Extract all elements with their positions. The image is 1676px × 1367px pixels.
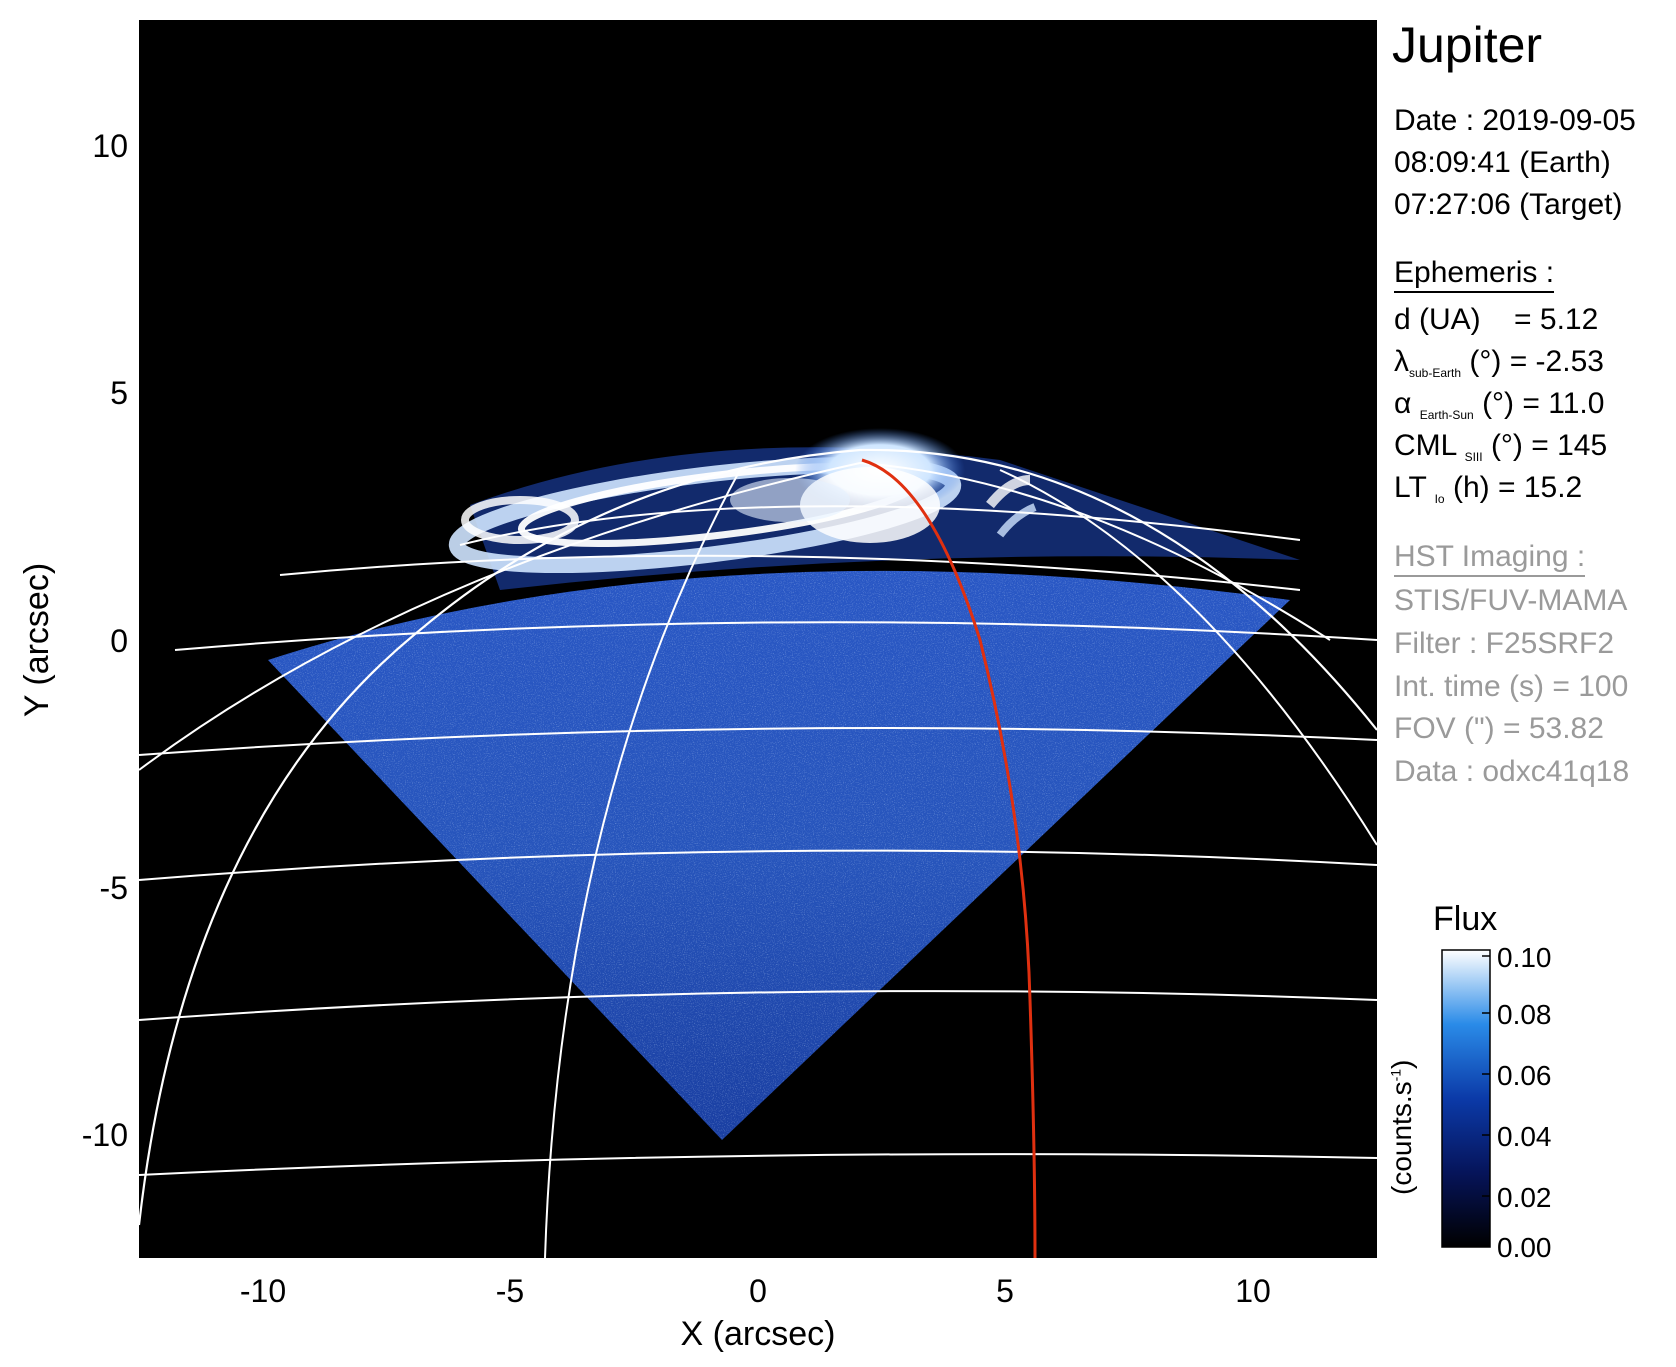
instrument-header-text: HST Imaging : xyxy=(1394,540,1586,577)
ephem-unit: (°) xyxy=(1490,429,1523,462)
x-tick-label: -10 xyxy=(240,1273,286,1309)
colorbar-tick-label: 0.00 xyxy=(1497,1232,1552,1263)
ephem-distance: d (UA) = 5.12 xyxy=(1394,303,1598,337)
x-tick-label: 5 xyxy=(996,1273,1014,1309)
colorbar-tick-labels: 0.10 0.08 0.06 0.04 0.02 0.00 xyxy=(1497,942,1552,1263)
instrument-filter: Filter : F25SRF2 xyxy=(1394,627,1615,660)
ephem-unit: (°) xyxy=(1482,387,1515,420)
ephem-subscript: Earth-Sun xyxy=(1419,408,1474,422)
ephem-lt-io: LT Io (h) = 15.2 xyxy=(1394,471,1582,506)
instrument-data-id: Data : odxc41q18 xyxy=(1394,755,1630,788)
colorbar-tick-label: 0.04 xyxy=(1497,1121,1552,1152)
colorbar-unit-text: (counts.s xyxy=(1386,1081,1417,1195)
y-tick-label: 10 xyxy=(92,128,128,164)
y-axis-label: Y (arcsec) xyxy=(18,563,56,717)
y-tick-label: 5 xyxy=(110,375,128,411)
obs-time-earth: 08:09:41 (Earth) xyxy=(1394,146,1611,179)
ephem-value: = 15.2 xyxy=(1497,471,1583,504)
obs-date: Date : 2019-09-05 xyxy=(1394,104,1636,137)
axes-ticks xyxy=(139,144,1254,1258)
ephem-unit: (h) xyxy=(1452,471,1490,504)
ephem-distance-label: d (UA) xyxy=(1394,303,1481,336)
ephem-sub-earth-lat: λsub-Earth (°) = -2.53 xyxy=(1394,345,1604,380)
obs-time-target: 07:27:06 (Target) xyxy=(1394,188,1623,221)
figure-title: Jupiter xyxy=(1392,17,1543,73)
planet-limb xyxy=(139,448,1377,1226)
ephemeris-header: Ephemeris : xyxy=(1394,256,1555,293)
colorbar-title: Flux xyxy=(1433,900,1498,938)
y-tick-label: 0 xyxy=(110,623,128,659)
ephem-value: = 145 xyxy=(1531,429,1608,462)
colorbar-tick-label: 0.08 xyxy=(1497,999,1552,1030)
y-tick-labels: 10 5 0 -5 -10 xyxy=(82,128,128,1153)
ephem-symbol: LT xyxy=(1394,471,1427,504)
colorbar-tick-label: 0.06 xyxy=(1497,1060,1552,1091)
ephem-value: = 11.0 xyxy=(1522,387,1605,420)
instrument-header: HST Imaging : xyxy=(1394,540,1586,577)
auroral-oval xyxy=(448,428,1037,574)
ephem-symbol: λ xyxy=(1394,345,1409,378)
colorbar-tick-label: 0.02 xyxy=(1497,1182,1552,1213)
data-wedge-noise xyxy=(268,570,1290,1140)
colorbar-unit-sup: -1 xyxy=(1387,1068,1404,1082)
colorbar-ticks xyxy=(1482,955,1490,1247)
y-tick-label: -5 xyxy=(100,870,128,906)
colorbar-unit-close: ) xyxy=(1386,1059,1417,1069)
latitude-grid xyxy=(139,505,1377,1176)
colorbar xyxy=(1441,949,1491,1248)
x-tick-label: -5 xyxy=(496,1273,524,1309)
io-footpath xyxy=(861,458,1037,1258)
x-tick-label: 0 xyxy=(749,1273,767,1309)
ephem-subscript: SIII xyxy=(1464,450,1483,464)
x-tick-labels: -10 -5 0 5 10 xyxy=(240,1273,1271,1309)
ephem-symbol: α xyxy=(1394,387,1412,420)
y-tick-label: -10 xyxy=(82,1117,128,1153)
x-tick-label: 10 xyxy=(1235,1273,1271,1309)
instrument-fov: FOV (") = 53.82 xyxy=(1394,712,1604,745)
ephem-subscript: sub-Earth xyxy=(1409,366,1462,380)
ephem-symbol: CML xyxy=(1394,429,1457,462)
ephem-value: = -2.53 xyxy=(1509,345,1604,378)
image-content xyxy=(139,428,1377,1258)
ephem-unit: (°) xyxy=(1469,345,1502,378)
x-axis-label: X (arcsec) xyxy=(681,1315,836,1353)
colorbar-tick-label: 0.10 xyxy=(1497,942,1552,973)
ephem-phase-angle: α Earth-Sun (°) = 11.0 xyxy=(1394,387,1604,422)
colorbar-unit-label: (counts.s-1) xyxy=(1386,1060,1418,1195)
longitude-grid xyxy=(139,462,1377,1258)
ephemeris-header-text: Ephemeris : xyxy=(1394,256,1555,293)
ephem-distance-value: = 5.12 xyxy=(1514,303,1599,336)
ephem-subscript: Io xyxy=(1434,492,1445,506)
instrument-camera: STIS/FUV-MAMA xyxy=(1394,584,1628,617)
instrument-int-time: Int. time (s) = 100 xyxy=(1394,670,1629,703)
ephem-cml: CML SIII (°) = 145 xyxy=(1394,429,1607,464)
